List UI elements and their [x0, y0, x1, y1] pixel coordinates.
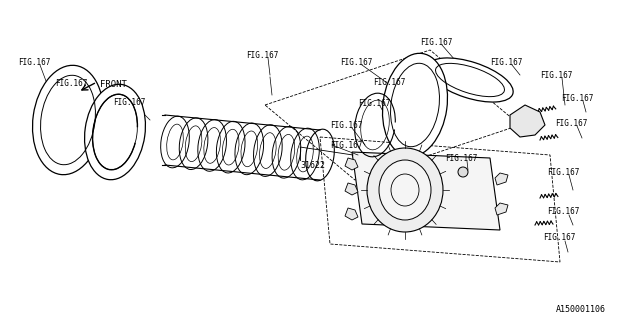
Polygon shape: [495, 173, 508, 185]
Ellipse shape: [33, 65, 104, 175]
Polygon shape: [495, 203, 508, 215]
Text: FIG.167: FIG.167: [330, 121, 362, 130]
Text: FIG.167: FIG.167: [113, 98, 145, 107]
Text: FIG.167: FIG.167: [340, 58, 372, 67]
Polygon shape: [345, 158, 358, 170]
Text: 31622: 31622: [300, 161, 325, 170]
Text: FIG.167: FIG.167: [445, 154, 477, 163]
Text: FIG.167: FIG.167: [540, 70, 572, 79]
Text: FIG.167: FIG.167: [55, 78, 88, 87]
Text: FIG.167: FIG.167: [561, 93, 593, 102]
Text: FIG.167: FIG.167: [543, 234, 575, 243]
Text: FIG.167: FIG.167: [246, 51, 278, 60]
Polygon shape: [510, 105, 545, 137]
Text: FIG.167: FIG.167: [420, 37, 452, 46]
Text: A150001106: A150001106: [556, 306, 606, 315]
Text: FIG.167: FIG.167: [490, 58, 522, 67]
Text: FIG.167: FIG.167: [18, 58, 51, 67]
Text: FIG.167: FIG.167: [358, 99, 390, 108]
Polygon shape: [352, 152, 500, 230]
Text: FIG.167: FIG.167: [547, 167, 579, 177]
Polygon shape: [345, 183, 358, 195]
Text: FIG.167: FIG.167: [547, 207, 579, 217]
Text: FIG.167: FIG.167: [330, 140, 362, 149]
Polygon shape: [345, 208, 358, 220]
Text: FIG.167: FIG.167: [373, 77, 405, 86]
Ellipse shape: [458, 167, 468, 177]
Text: FRONT: FRONT: [100, 79, 127, 89]
Ellipse shape: [84, 84, 145, 180]
Ellipse shape: [379, 160, 431, 220]
Ellipse shape: [427, 58, 513, 102]
Text: FIG.167: FIG.167: [555, 118, 588, 127]
Ellipse shape: [367, 148, 443, 232]
Ellipse shape: [383, 53, 447, 157]
